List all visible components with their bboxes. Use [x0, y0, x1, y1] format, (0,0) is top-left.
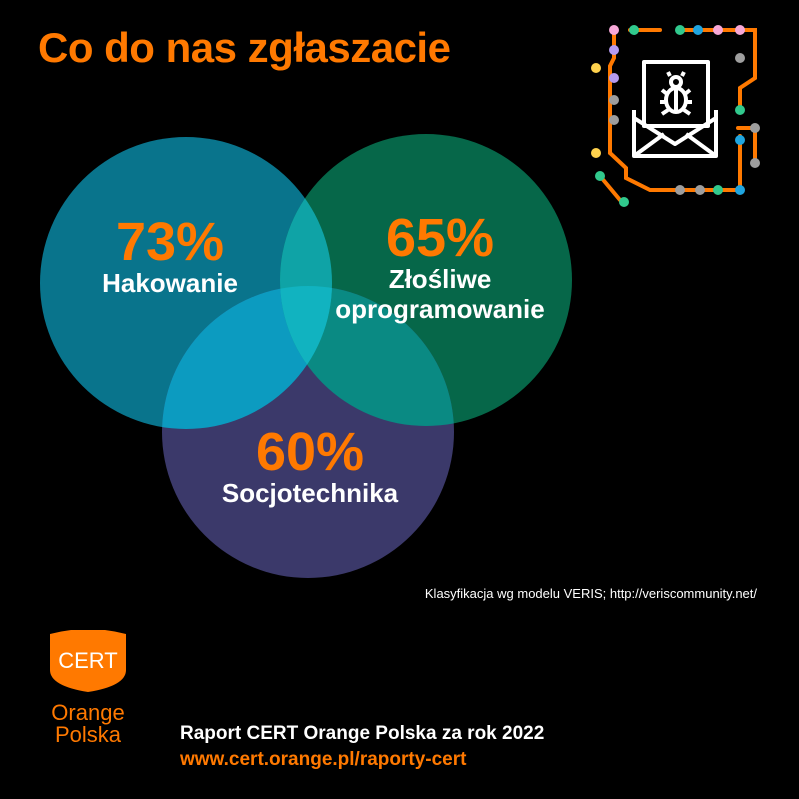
label-hakowanie: Hakowanie: [102, 268, 238, 298]
logo-line1: Orange: [51, 700, 125, 725]
label-zlosliwe-line2: oprogramowanie: [335, 294, 545, 324]
email-bug-icon: [590, 18, 770, 208]
logo-wordmark: Orange Polska: [38, 702, 138, 746]
logo-line2: Polska: [54, 722, 122, 747]
cert-orange-logo: CERT Orange Polska: [38, 630, 138, 746]
shield-icon: CERT: [50, 630, 126, 692]
set-socjotechnika: 60% Socjotechnika: [190, 422, 430, 508]
label-socjotechnika: Socjotechnika: [221, 478, 399, 508]
logo-badge-text: CERT: [58, 648, 118, 673]
percent-socjotechnika: 60%: [255, 422, 365, 482]
percent-hakowanie: 73%: [115, 212, 225, 272]
overlap-hakowanie-socjotechnika: [162, 286, 332, 429]
classification-note: Klasyfikacja wg modelu VERIS; http://ver…: [424, 586, 757, 601]
report-title: Raport CERT Orange Polska za rok 2022: [180, 723, 545, 744]
overlap-zlosliwe-socjotechnika: [280, 286, 454, 426]
set-hakowanie: 73% Hakowanie: [70, 212, 270, 298]
circuit-decoration: [591, 25, 760, 207]
footer: Raport CERT Orange Polska za rok 2022 ww…: [180, 723, 544, 771]
set-zlosliwe-oprogramowanie: 65% Złośliwe oprogramowanie: [300, 208, 580, 324]
label-zlosliwe-line1: Złośliwe: [388, 264, 492, 294]
percent-zlosliwe-oprogramowanie: 65%: [385, 208, 495, 268]
report-link[interactable]: www.cert.orange.pl/raporty-cert: [180, 749, 467, 770]
page-title: Co do nas zgłaszacie: [38, 24, 451, 71]
